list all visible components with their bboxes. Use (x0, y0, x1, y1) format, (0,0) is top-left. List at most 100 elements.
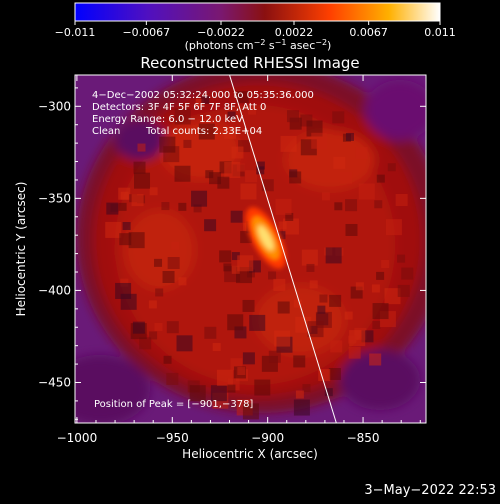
image-pixel (128, 232, 145, 249)
image-pixel (132, 321, 145, 334)
image-pixel (345, 223, 358, 236)
image-pixel (395, 193, 408, 206)
flare-source (245, 207, 286, 269)
image-pixel (148, 300, 157, 309)
x-tick-label: −1000 (57, 431, 98, 445)
plot-image (75, 75, 426, 423)
image-pixel (345, 199, 358, 212)
image-pixel (397, 284, 410, 297)
image-pixel (174, 108, 191, 125)
image-pixel (376, 271, 385, 280)
image-pixel (325, 247, 342, 264)
image-pixel (155, 288, 164, 297)
image-pixel (248, 106, 257, 115)
image-pixel (223, 263, 232, 272)
image-pixel (118, 202, 127, 211)
image-pixel (268, 350, 281, 363)
image-pixel (236, 91, 249, 104)
image-pixel (227, 384, 236, 393)
image-pixel (224, 126, 237, 139)
image-pixel (282, 218, 299, 235)
image-pixel (387, 163, 396, 172)
image-pixel (162, 270, 175, 283)
image-pixel (278, 221, 287, 230)
image-pixel (191, 190, 208, 207)
image-pixel (201, 95, 210, 104)
image-pixel (256, 161, 265, 170)
image-pixel (149, 187, 158, 196)
image-pixel (384, 288, 401, 305)
image-pixel (286, 110, 299, 123)
image-pixel (120, 278, 129, 287)
colorbar-tick-label: −0.0022 (197, 26, 245, 39)
image-pixel (324, 388, 333, 397)
image-pixel (345, 132, 354, 141)
colorbar-ticks: −0.011 −0.0067 −0.0022 0.0022 0.0067 0.011 (55, 21, 456, 39)
image-pixel (178, 202, 187, 211)
image-pixel (289, 171, 302, 184)
image-pixel (131, 194, 144, 207)
image-pixel (198, 123, 215, 140)
image-pixel (332, 111, 345, 124)
colorbar-tick-label: −0.011 (55, 26, 96, 39)
image-pixel (219, 250, 232, 263)
image-pixel (149, 331, 158, 340)
image-pixel (154, 258, 163, 267)
colorbar-tick-label: 0.011 (424, 26, 456, 39)
x-tick-label: −950 (156, 431, 189, 445)
image-pixel (210, 385, 227, 402)
image-pixel (401, 267, 414, 280)
image-pixel (231, 146, 244, 159)
image-pixel (171, 241, 180, 250)
image-pixel (189, 385, 206, 402)
image-pixel (319, 294, 328, 303)
image-pixel (174, 165, 191, 182)
image-pixel (120, 191, 129, 200)
image-pixel (237, 255, 254, 272)
image-pixel (134, 172, 151, 189)
image-pixel (183, 139, 192, 148)
image-pixel (166, 321, 179, 334)
image-pixel (133, 161, 146, 174)
image-pixel (277, 301, 290, 314)
image-pixel (381, 259, 390, 268)
image-pixel (318, 369, 331, 382)
image-pixel (301, 249, 318, 266)
y-axis-label: Heliocentric Y (arcsec) (14, 182, 28, 317)
image-pixel (236, 163, 245, 172)
image-pixel (307, 321, 324, 338)
image-pixel (306, 263, 315, 272)
image-pixel (137, 143, 146, 152)
image-pixel (277, 231, 286, 240)
image-pixel (295, 390, 304, 399)
image-pixel (355, 282, 364, 291)
image-pixel (369, 353, 382, 366)
image-pixel (376, 174, 385, 183)
image-pixel (274, 330, 291, 347)
colorbar (75, 3, 440, 21)
image-pixel (330, 340, 343, 353)
annotation-energy-range: Energy Range: 6.0 − 12.0 keV (92, 114, 243, 125)
y-tick-label: −450 (38, 375, 71, 389)
colorbar-tick-label: −0.0067 (122, 26, 170, 39)
image-texture (105, 91, 414, 420)
image-pixel (193, 204, 202, 213)
image-pixel (139, 337, 152, 350)
annotation-peak-position: Position of Peak = [−901,−378] (94, 399, 253, 410)
image-pixel (348, 346, 361, 359)
image-pixel (227, 111, 236, 120)
image-pixel (159, 136, 176, 153)
x-axis-ticks: −1000 −950 −900 −850 (57, 75, 421, 445)
image-pixel (195, 98, 204, 107)
image-pixel (275, 198, 292, 215)
image-pixel (122, 222, 131, 231)
image-pixel (231, 265, 240, 274)
image-pixel (302, 384, 311, 393)
image-pixel (212, 343, 221, 352)
image-pixel (178, 277, 187, 286)
image-pixel (355, 147, 368, 160)
image-pixel (224, 161, 241, 178)
annotation-detectors: Detectors: 3F 4F 5F 6F 7F 8F, Att 0 (92, 102, 266, 113)
image-pixel (280, 135, 297, 152)
